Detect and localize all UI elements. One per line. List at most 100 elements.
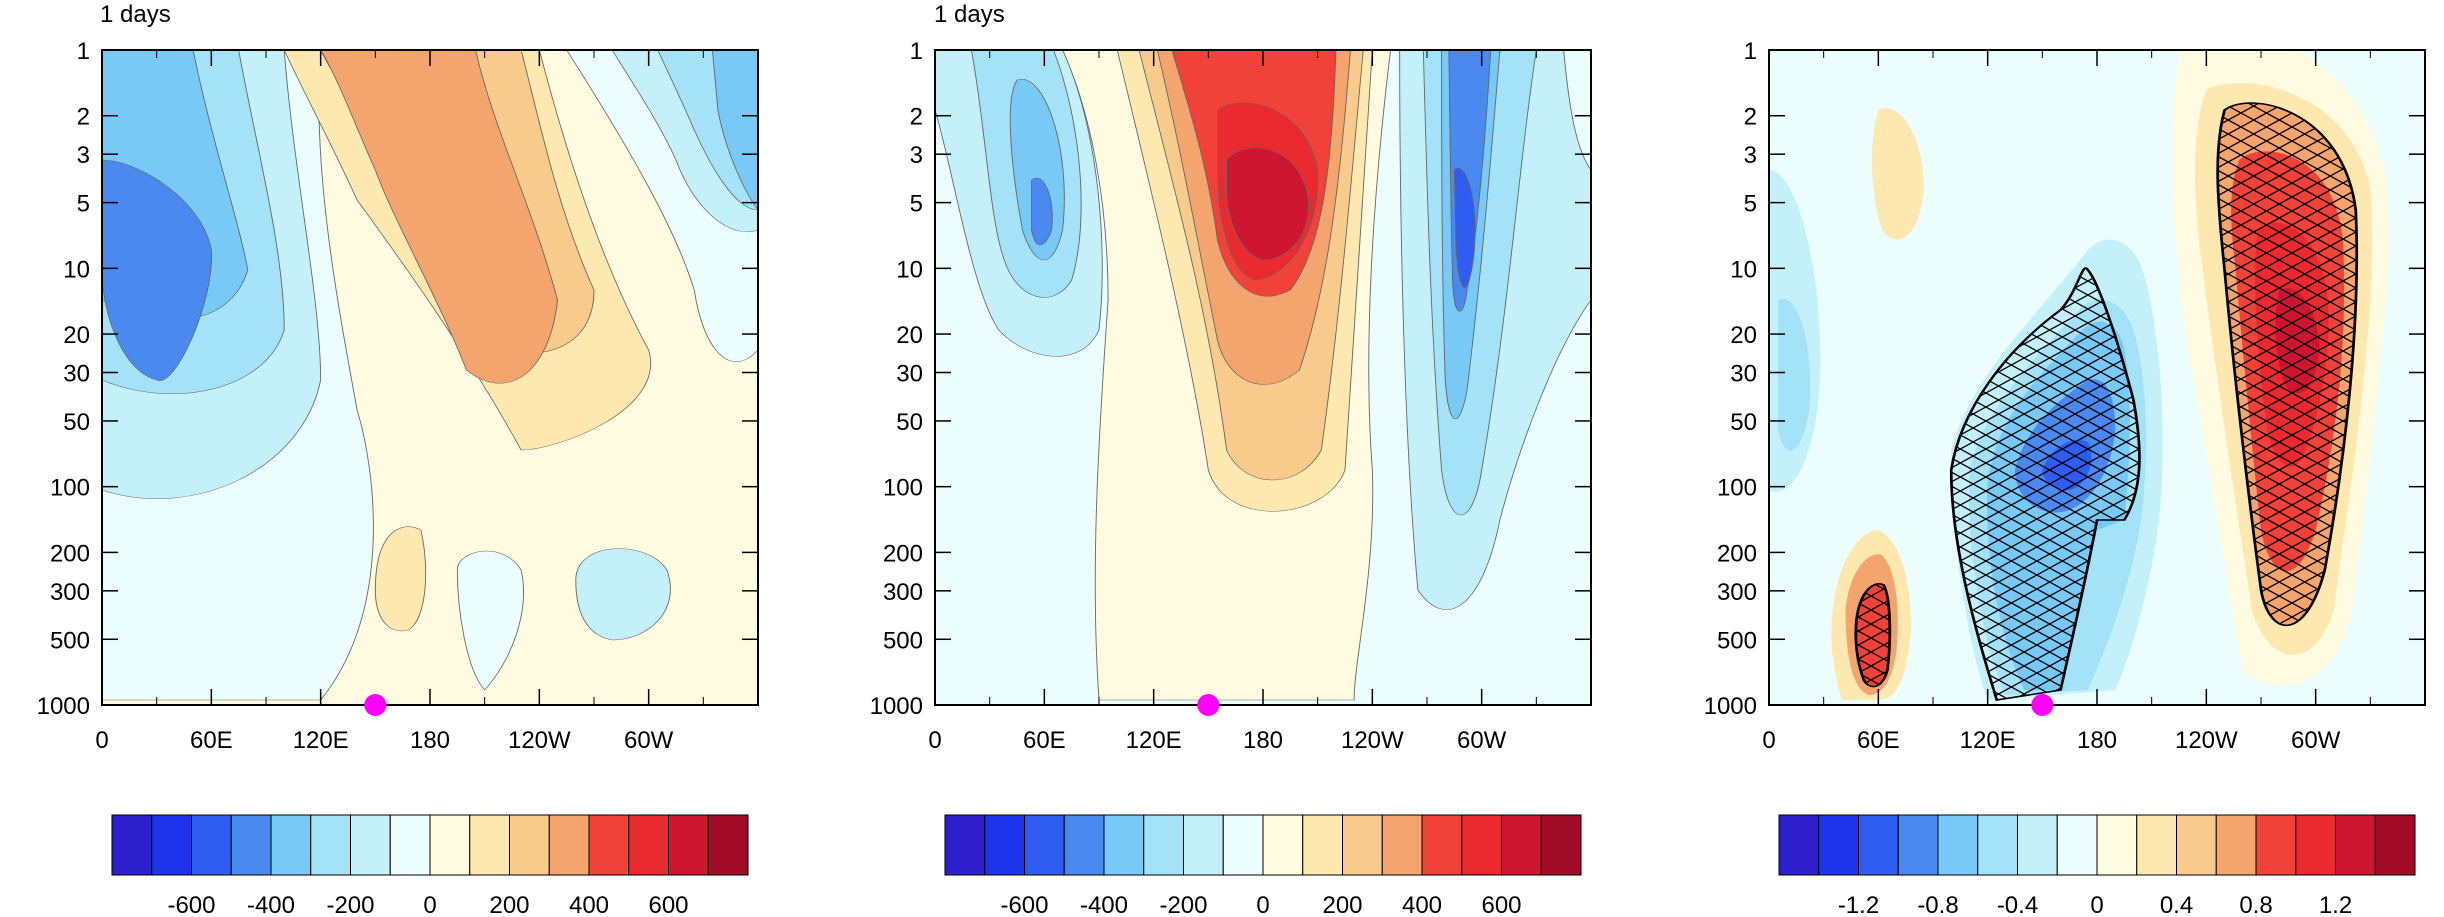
colorbar-label: 400 (1402, 892, 1442, 917)
colorbar-swatch (707, 814, 749, 876)
colorbar-swatch (310, 814, 351, 876)
colorbar-swatch (350, 814, 391, 876)
colorbar-swatch (628, 814, 669, 876)
colorbar-swatch (270, 814, 312, 876)
panel-3-contour-field (1769, 50, 2425, 705)
y-tick-label: 200 (1717, 540, 1757, 567)
colorbar-swatch (588, 814, 630, 876)
panel-2-colorbar: -600 -400 -200 0 200 400 600 (944, 814, 1582, 917)
y-tick-label: 5 (1744, 191, 1757, 218)
panel-2: 1 days (934, 1, 1591, 705)
colorbar-swatch (1977, 814, 2018, 876)
y-tick-label: 100 (883, 475, 923, 502)
colorbar-swatch (2056, 814, 2098, 876)
y-tick-label: 2 (1744, 104, 1757, 131)
x-tick-label: 180 (1243, 727, 1283, 754)
colorbar-swatch (2136, 814, 2177, 876)
colorbar-swatch (984, 814, 1025, 876)
colorbar-label: 200 (489, 892, 529, 917)
y-tick-label: 200 (883, 540, 923, 567)
y-tick-label: 1000 (37, 693, 90, 720)
x-tick-label: 120E (1126, 727, 1182, 754)
colorbar-label: -400 (1080, 892, 1128, 917)
colorbar-swatch (151, 814, 192, 876)
y-tick-label: 100 (50, 475, 90, 502)
panel-3 (1769, 50, 2425, 705)
colorbar-swatch (1897, 814, 1939, 876)
colorbar-swatch (1103, 814, 1145, 876)
y-tick-label: 1000 (1704, 693, 1757, 720)
colorbar-swatch (1858, 814, 1899, 876)
colorbar-swatch (429, 814, 471, 876)
colorbar-label: -600 (167, 892, 215, 917)
colorbar-swatch (2017, 814, 2058, 876)
x-tick-label: 120W (2175, 727, 2238, 754)
colorbar-label: 0 (423, 892, 436, 917)
location-marker (1197, 694, 1220, 716)
y-tick-label: 500 (1717, 627, 1757, 654)
y-tick-label: 50 (1730, 409, 1757, 436)
colorbar-label: -1.2 (1838, 892, 1879, 917)
colorbar-swatch (1024, 814, 1065, 876)
colorbar-swatch (1421, 814, 1463, 876)
y-tick-label: 10 (63, 256, 90, 283)
colorbar-swatch (1818, 814, 1859, 876)
colorbar-swatch (1302, 814, 1343, 876)
colorbar-swatch (1222, 814, 1264, 876)
colorbar-label: -0.8 (1917, 892, 1958, 917)
y-tick-label: 10 (896, 256, 923, 283)
y-tick-label: 30 (896, 361, 923, 388)
colorbar-label: 200 (1322, 892, 1362, 917)
x-tick-label: 60W (624, 727, 674, 754)
y-tick-label: 1 (77, 38, 90, 65)
colorbar-swatch (1461, 814, 1502, 876)
y-tick-label: 100 (1717, 475, 1757, 502)
x-tick-label: 60E (1857, 727, 1900, 754)
colorbar-swatch (668, 814, 709, 876)
y-tick-label: 20 (63, 322, 90, 349)
colorbar-swatch (469, 814, 510, 876)
y-tick-label: 50 (63, 409, 90, 436)
colorbar-swatch (1501, 814, 1542, 876)
panel-2-plot (935, 50, 1591, 705)
colorbar-swatch (1143, 814, 1184, 876)
y-tick-label: 50 (896, 409, 923, 436)
y-tick-label: 20 (1730, 322, 1757, 349)
colorbar-swatch (1342, 814, 1383, 876)
colorbar-swatch (2255, 814, 2297, 876)
x-tick-label: 0 (1762, 727, 1775, 754)
colorbar-label: 0 (1256, 892, 1269, 917)
y-tick-label: 2 (910, 104, 923, 131)
location-marker (364, 694, 387, 716)
x-tick-label: 120E (1960, 727, 2016, 754)
colorbar-swatch (2295, 814, 2336, 876)
x-tick-label: 60E (190, 727, 233, 754)
x-tick-label: 180 (2077, 727, 2117, 754)
colorbar-swatch (509, 814, 550, 876)
panel-3-plot (1769, 50, 2425, 705)
colorbar-swatch (1381, 814, 1423, 876)
y-tick-label: 1 (1744, 38, 1757, 65)
panel-3-colorbar: -1.2 -0.8 -0.4 0 0.4 0.8 1.2 (1778, 814, 2416, 917)
colorbar-swatch (1937, 814, 1979, 876)
y-tick-label: 5 (910, 191, 923, 218)
x-tick-label: 60W (2291, 727, 2341, 754)
panel-1-title: 1 days (100, 1, 171, 28)
x-tick-label: 120E (293, 727, 349, 754)
y-tick-label: 30 (1730, 361, 1757, 388)
y-tick-label: 500 (50, 627, 90, 654)
y-tick-label: 2 (77, 104, 90, 131)
colorbar-label: -200 (1159, 892, 1207, 917)
y-tick-label: 1 (910, 38, 923, 65)
colorbar-label: 0.4 (2160, 892, 2193, 917)
colorbar-swatch (1183, 814, 1224, 876)
panel-1-plot (102, 50, 758, 705)
colorbar-label: -200 (326, 892, 374, 917)
colorbar-swatch (111, 814, 153, 876)
x-tick-label: 60E (1023, 727, 1066, 754)
colorbar-label: 600 (648, 892, 688, 917)
colorbar-swatch (191, 814, 232, 876)
y-tick-label: 20 (896, 322, 923, 349)
